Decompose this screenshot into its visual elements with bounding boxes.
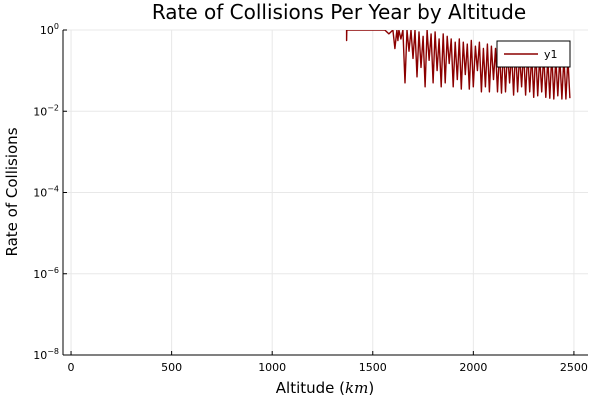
- x-axis-label-text: Altitude: [276, 379, 335, 397]
- y-tick-label: 10−2: [33, 103, 59, 118]
- legend: y1: [496, 40, 571, 68]
- x-tick-label: 500: [161, 361, 182, 374]
- x-tick-labels: 0 500 1000 1500 2000 2500: [68, 351, 588, 374]
- legend-label: y1: [544, 48, 558, 61]
- chart-title: Rate of Collisions Per Year by Altitude: [152, 0, 526, 24]
- x-tick-label: 2500: [560, 361, 588, 374]
- y-tick-labels: 10−8 10−6 10−4 10−2 100: [33, 22, 67, 362]
- x-tick-label: 0: [68, 361, 75, 374]
- y-tick-label: 10−8: [33, 347, 59, 362]
- x-tick-label: 2000: [459, 361, 487, 374]
- y-tick-label: 100: [40, 22, 59, 37]
- y-axis-label: Rate of Collisions: [3, 127, 21, 256]
- x-axis-label: Altitude (km): [276, 379, 374, 397]
- x-tick-label: 1500: [359, 361, 387, 374]
- y-tick-label: 10−4: [33, 185, 59, 200]
- x-tick-label: 1000: [258, 361, 286, 374]
- y-tick-label: 10−6: [33, 266, 59, 281]
- x-axis-unit: km: [345, 379, 368, 397]
